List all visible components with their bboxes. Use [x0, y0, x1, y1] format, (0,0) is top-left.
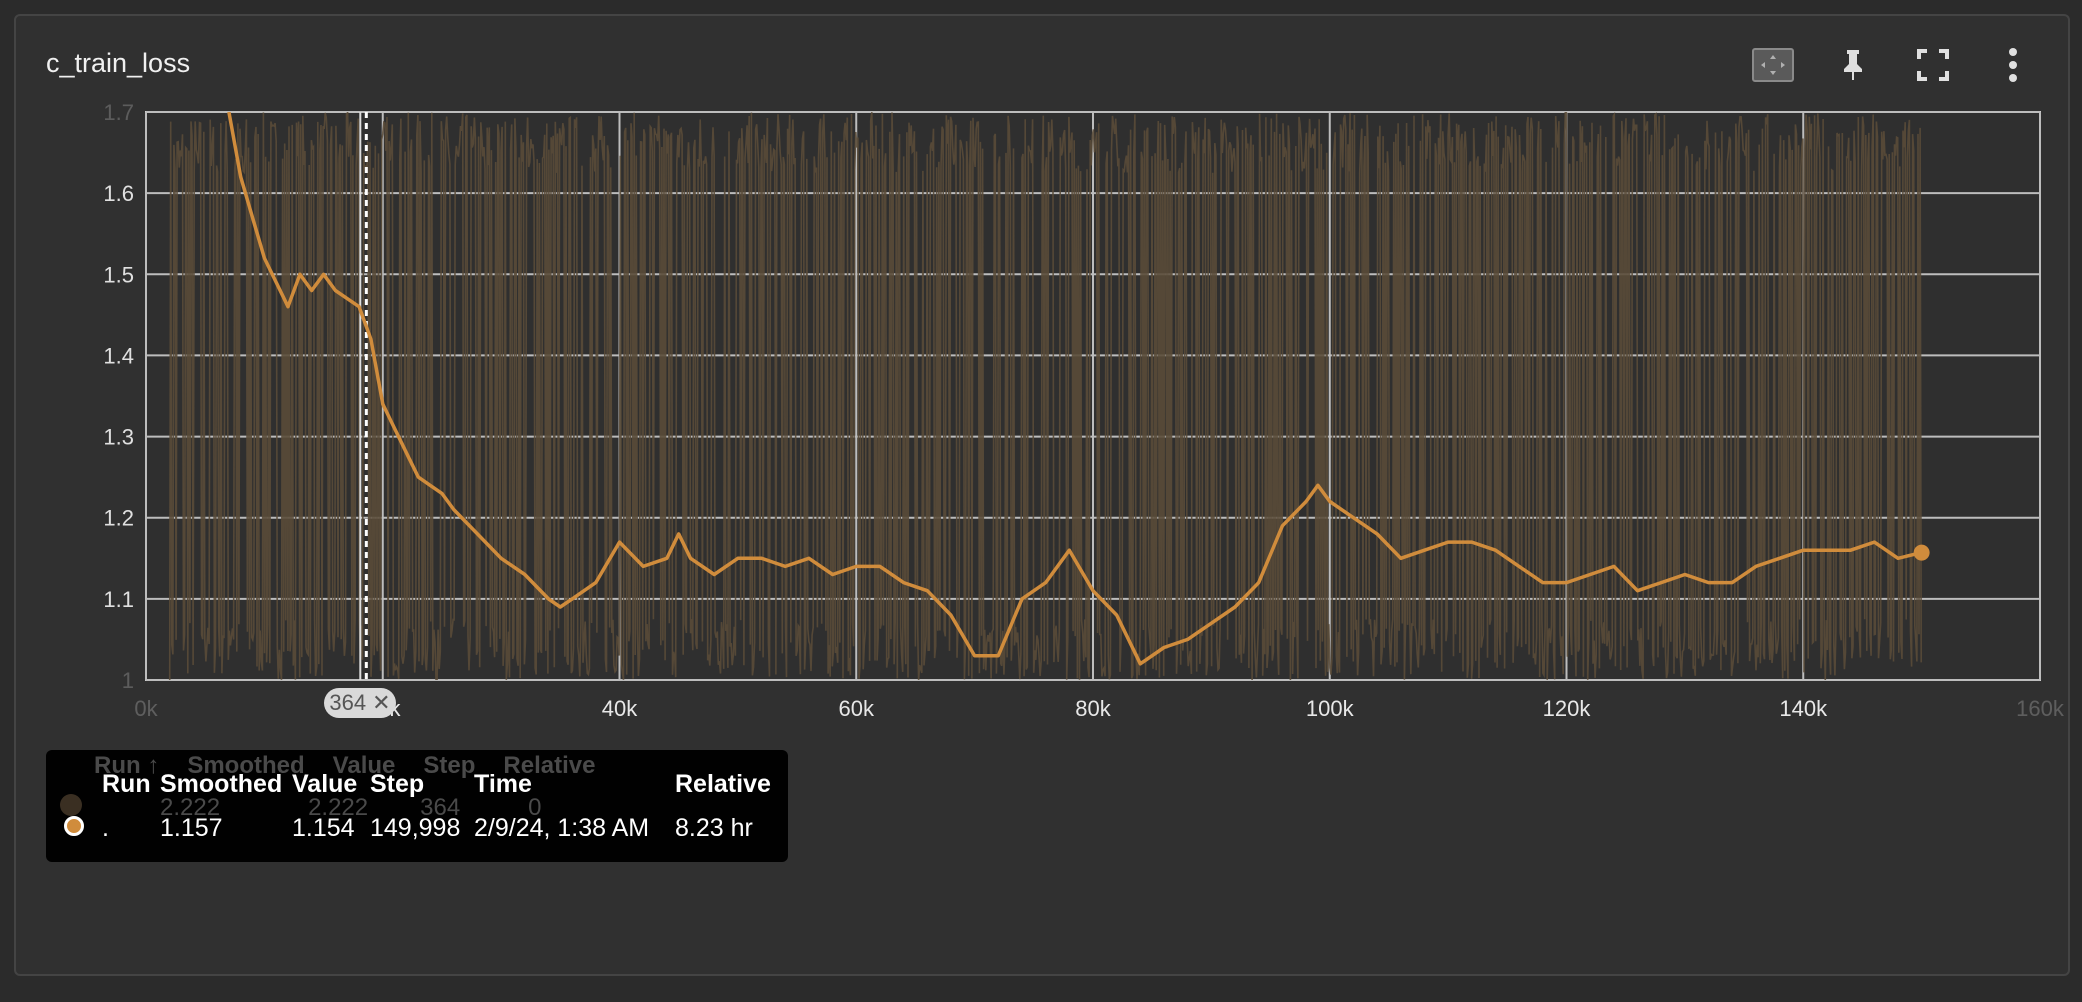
- tooltip-panel: [46, 750, 788, 862]
- fit-domain-icon: [1752, 48, 1794, 82]
- tooltip-value-step: 149,998: [370, 814, 461, 842]
- y-tick-label: 1: [122, 668, 134, 693]
- tooltip-header-time: Time: [474, 770, 532, 798]
- pin-icon: [1844, 50, 1862, 80]
- y-tick-label: 1.5: [103, 262, 134, 287]
- x-tick-label: 140k: [1779, 696, 1828, 721]
- x-tick-label: 100k: [1306, 696, 1355, 721]
- y-tick-label: 1.3: [103, 425, 134, 450]
- tooltip-value-time: 2/9/24, 1:38 AM: [474, 814, 650, 842]
- tooltip-value-relative: 8.23 hr: [675, 814, 753, 842]
- close-icon[interactable]: ✕: [372, 690, 391, 715]
- y-tick-label: 1.2: [103, 506, 134, 531]
- tooltip-header-run: Run: [102, 770, 151, 798]
- more-vert-icon: [2009, 48, 2017, 82]
- tooltip-header-step: Step: [370, 770, 425, 798]
- y-tick-label: 1.7: [103, 100, 134, 125]
- card-title: c_train_loss: [46, 48, 191, 78]
- card-toolbar: [1746, 42, 2040, 88]
- fullscreen-icon: [1917, 49, 1949, 81]
- tooltip-value-smoothed: 1.157: [160, 814, 223, 842]
- x-tick-label: 0k: [134, 696, 158, 721]
- fullscreen-button[interactable]: [1906, 42, 1960, 88]
- raw-series-line: [168, 112, 1922, 680]
- x-tick-label: 160k: [2016, 696, 2065, 721]
- y-tick-label: 1.6: [103, 181, 134, 206]
- x-tick-label: 60k: [839, 696, 875, 721]
- tooltip-header-smoothed: Smoothed: [160, 770, 283, 798]
- tooltip-header-value: Value: [292, 770, 358, 798]
- step-marker-badge[interactable]: 364 ✕: [324, 688, 396, 718]
- y-tick-label: 1.1: [103, 587, 134, 612]
- tooltip-header-relative: Relative: [675, 770, 771, 798]
- more-options-button[interactable]: [1986, 42, 2040, 88]
- series-endpoint: [1913, 544, 1930, 561]
- tooltip-value-value: 1.154: [292, 814, 355, 842]
- tooltip-value-run: .: [102, 814, 109, 842]
- pin-button[interactable]: [1826, 42, 1880, 88]
- step-marker-label: 364: [329, 690, 367, 715]
- x-tick-label: 80k: [1075, 696, 1111, 721]
- x-tick-label: 120k: [1543, 696, 1592, 721]
- smoothed-series-line: [227, 112, 1923, 666]
- y-tick-label: 1.4: [103, 343, 134, 368]
- run-color-swatch: [64, 816, 84, 836]
- fit-domain-button[interactable]: [1746, 42, 1800, 88]
- x-tick-label: 40k: [602, 696, 638, 721]
